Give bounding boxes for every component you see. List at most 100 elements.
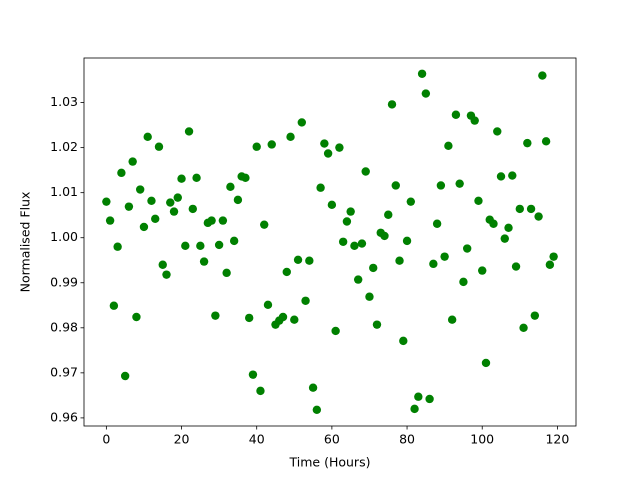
point <box>214 240 224 250</box>
point <box>545 260 555 269</box>
point <box>470 116 479 125</box>
point <box>478 266 487 275</box>
point <box>489 219 498 228</box>
point <box>395 256 404 265</box>
point <box>350 241 359 251</box>
x-tick-label: 40 <box>249 432 265 447</box>
y-tick-label: 0.97 <box>50 364 78 379</box>
point <box>293 255 303 264</box>
x-axis-label: Time (Hours) <box>289 455 371 470</box>
point <box>109 301 119 310</box>
point <box>120 371 130 381</box>
axes-frame <box>83 57 577 427</box>
y-tick-label: 0.99 <box>50 274 78 289</box>
point <box>278 312 288 322</box>
point <box>534 212 543 221</box>
point <box>192 173 201 183</box>
point <box>451 110 461 119</box>
point <box>346 207 355 216</box>
point <box>387 100 397 109</box>
point <box>406 197 416 206</box>
point <box>169 207 179 216</box>
point <box>218 216 228 225</box>
point <box>282 267 291 277</box>
point <box>290 315 299 324</box>
point <box>260 220 269 229</box>
point <box>256 386 265 396</box>
point <box>432 219 442 228</box>
point <box>143 132 152 142</box>
x-tick-label: 120 <box>545 432 569 447</box>
point <box>124 202 134 211</box>
point <box>181 241 190 251</box>
point <box>380 231 389 241</box>
x-tick-label: 20 <box>174 432 190 447</box>
point <box>508 171 517 180</box>
point <box>139 222 149 232</box>
point <box>323 149 333 158</box>
point <box>500 234 509 243</box>
point <box>312 405 322 414</box>
point <box>320 139 329 148</box>
point <box>211 311 220 320</box>
y-tick-label: 1.02 <box>50 139 78 154</box>
x-tick-label: 60 <box>324 432 340 447</box>
point <box>444 141 453 151</box>
point <box>504 223 513 233</box>
point <box>353 275 363 284</box>
point <box>519 323 528 333</box>
point <box>286 132 295 142</box>
point <box>369 263 378 273</box>
point <box>515 204 525 214</box>
point <box>357 239 367 248</box>
y-tick-label: 1.01 <box>50 184 78 199</box>
point <box>459 277 468 287</box>
point <box>162 270 171 279</box>
point <box>481 358 491 368</box>
point <box>196 241 205 251</box>
y-tick-label: 1.03 <box>50 94 78 109</box>
point <box>147 196 156 205</box>
point <box>316 183 325 192</box>
point <box>199 257 209 266</box>
y-axis-label: Normalised Flux <box>18 192 33 293</box>
point <box>308 383 318 392</box>
point <box>244 313 254 323</box>
point <box>372 320 382 329</box>
y-tick-label: 0.96 <box>50 409 78 424</box>
point <box>128 157 137 166</box>
point <box>496 172 506 181</box>
point <box>511 262 521 271</box>
point <box>188 204 198 214</box>
point <box>173 193 182 202</box>
point <box>166 198 175 207</box>
point <box>267 140 276 149</box>
point <box>440 252 449 261</box>
y-tick-label: 0.98 <box>50 319 78 334</box>
point <box>229 236 239 246</box>
point <box>177 174 186 183</box>
x-tick-label: 100 <box>470 432 494 447</box>
point <box>429 259 438 269</box>
point <box>541 137 551 146</box>
point <box>399 336 408 346</box>
x-tick-label: 0 <box>102 432 110 447</box>
point <box>335 143 344 152</box>
point <box>113 242 122 251</box>
point <box>226 182 235 192</box>
point <box>361 167 370 176</box>
point <box>410 404 419 414</box>
point <box>297 118 307 127</box>
point <box>414 392 423 401</box>
point <box>338 237 348 246</box>
point <box>523 138 532 148</box>
point <box>105 216 115 225</box>
point <box>327 200 337 210</box>
point <box>207 216 216 225</box>
point <box>402 236 412 246</box>
x-tick-label: 80 <box>399 432 415 447</box>
point <box>301 296 310 305</box>
point <box>447 315 457 324</box>
